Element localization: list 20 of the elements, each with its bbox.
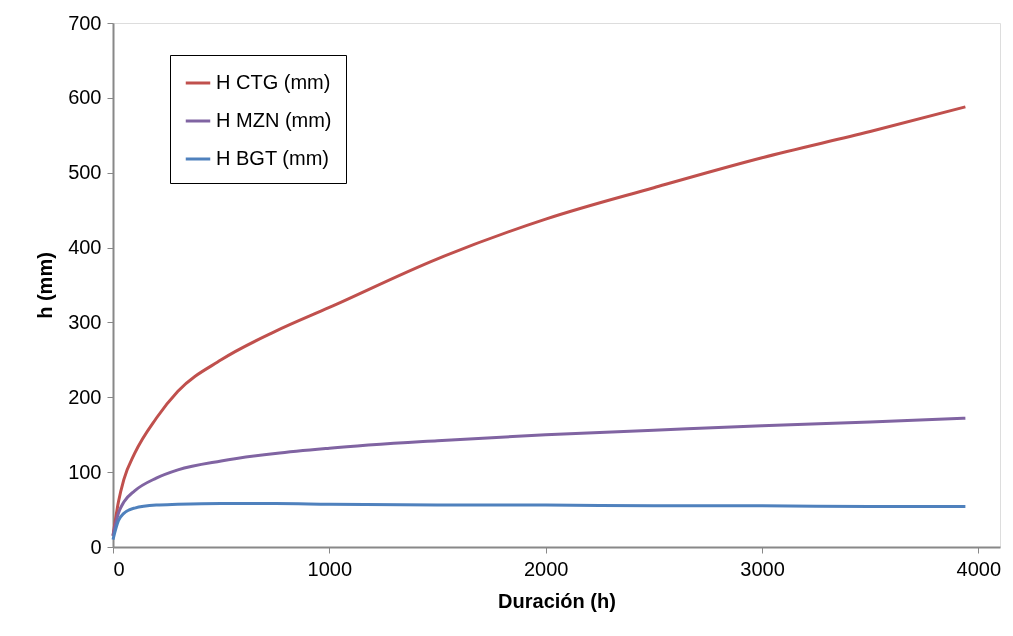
y-tick-label: 700 — [68, 11, 102, 34]
y-tick-label: 500 — [68, 161, 102, 184]
legend-label: H CTG (mm) — [216, 71, 331, 93]
legend-label: H BGT (mm) — [216, 147, 329, 169]
x-tick-label: 4000 — [956, 557, 1002, 580]
legend-label: H MZN (mm) — [216, 109, 332, 131]
y-tick-label: 0 — [90, 535, 102, 558]
line-series — [111, 416, 967, 538]
x-tick-label: 1000 — [307, 557, 353, 580]
x-axis-title: Duración (h) — [498, 589, 616, 612]
y-tick-label: 200 — [68, 385, 102, 408]
x-tick-label: 0 — [113, 557, 125, 580]
y-tick-label: 400 — [68, 236, 102, 259]
y-tick-label: 100 — [68, 460, 102, 483]
x-tick-label: 3000 — [740, 557, 785, 580]
y-tick-label: 600 — [68, 86, 102, 109]
line-series — [111, 502, 967, 542]
x-tick-label: 2000 — [523, 557, 569, 580]
y-tick-label: 300 — [68, 310, 102, 333]
y-axis-title: h (mm) — [34, 252, 57, 319]
